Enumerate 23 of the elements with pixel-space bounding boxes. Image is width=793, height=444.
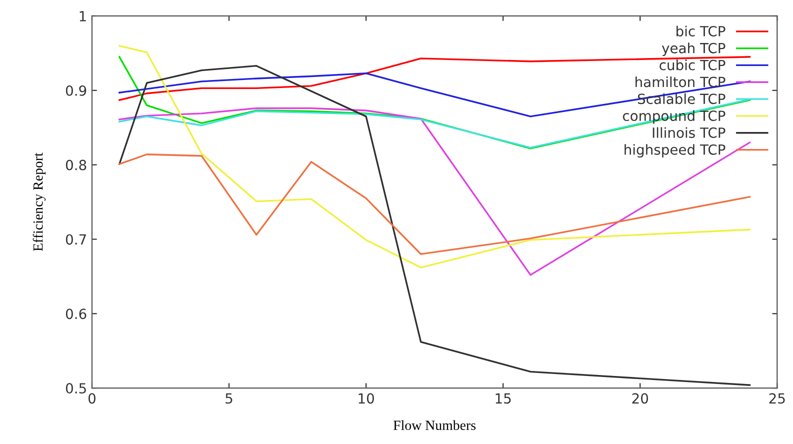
legend-label: yeah TCP <box>662 42 726 56</box>
legend-label: highspeed TCP <box>624 144 726 158</box>
x-tick-label: 20 <box>632 393 648 404</box>
y-tick-label: 0.8 <box>66 160 86 170</box>
legend-label: bic TCP <box>676 26 726 36</box>
x-tick-label: 25 <box>769 393 785 404</box>
legend-label: hamilton TCP <box>636 76 726 88</box>
y-axis-title: Efficiency Report <box>32 152 46 252</box>
x-tick-label: 15 <box>496 393 511 404</box>
legend-label: Scalable TCP <box>638 93 726 104</box>
line-series <box>118 107 751 276</box>
y-tick-label: 1 <box>80 11 86 22</box>
y-tick-label: 0.5 <box>66 383 86 394</box>
x-tick-label: 10 <box>358 393 374 404</box>
y-tick-label: 0.6 <box>66 308 86 320</box>
line-series <box>118 44 751 268</box>
x-axis-title: Flow Numbers <box>393 420 476 430</box>
y-tick-label: 0.9 <box>66 85 86 96</box>
x-tick-label: 5 <box>226 393 232 404</box>
legend-label: cubic TCP <box>660 60 726 70</box>
y-tick-label: 0.7 <box>66 234 86 245</box>
x-tick-label: 0 <box>88 393 96 404</box>
legend-label: Illinois TCP <box>652 127 726 138</box>
